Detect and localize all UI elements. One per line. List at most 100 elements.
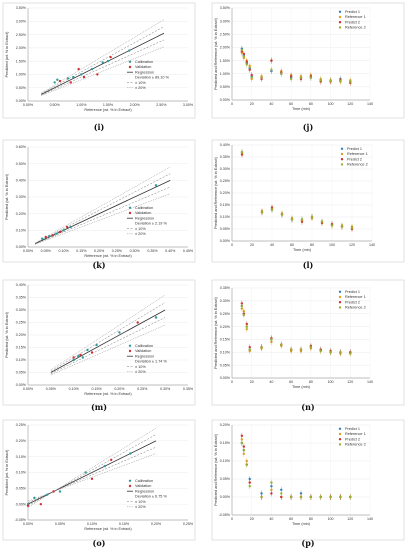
legend-marker (128, 349, 132, 353)
panel-label: (m) (91, 402, 107, 412)
x-tick-label: 20 (250, 380, 254, 384)
x-tick-label: 0.20% (94, 249, 105, 253)
data-point (82, 75, 86, 79)
x-tick-label: 0.35% (147, 249, 158, 253)
data-point (349, 352, 352, 355)
y-tick-label: 0.40% (16, 283, 27, 287)
data-point (329, 351, 332, 354)
data-point (260, 211, 264, 214)
data-point (270, 68, 273, 71)
x-axis-title: Time (min) (293, 248, 312, 252)
data-point (242, 445, 246, 448)
x-tick-label: 0.15% (119, 522, 130, 526)
data-point (90, 67, 94, 71)
data-point (270, 481, 273, 484)
data-point (55, 232, 58, 235)
legend-label: Predict 2 (345, 20, 360, 24)
y-tick-label: 0.05% (16, 487, 27, 491)
data-point (72, 356, 75, 359)
y-tick-label: 0.25% (220, 179, 231, 183)
data-point (248, 485, 251, 488)
y-axis-title: Predicted and Reference (wt. % in Extrac… (214, 433, 218, 505)
y-tick-label: 1.00% (16, 73, 27, 77)
x-tick-label: 80 (310, 243, 314, 247)
panel-label: (o) (93, 538, 106, 548)
data-point (299, 492, 303, 495)
data-point (290, 218, 294, 221)
data-point (289, 495, 293, 499)
x-tick-label: 0.30% (160, 387, 171, 391)
y-tick-label: 0.30% (16, 308, 27, 312)
y-tick-label: 2.50% (220, 32, 231, 36)
legend-label: Predict 2 (345, 300, 360, 304)
legend-marker (128, 344, 132, 347)
x-axis-title: Reference (wt. % in Extract) (84, 392, 132, 396)
panel-label: (l) (303, 260, 314, 270)
y-tick-label: 0.00% (16, 245, 27, 249)
y-tick-label: 0.50% (220, 85, 231, 89)
legend-marker (340, 158, 344, 161)
legend-label: Regression (135, 489, 154, 493)
x-tick-label: 1.00% (76, 103, 87, 107)
data-point (65, 225, 69, 229)
legend-label: Validation (135, 65, 151, 69)
data-point (339, 351, 342, 354)
chart-panel-j: 0.00% 0.50% 1.00% 1.50% 2.00% 2.50% 3.00% 3.50%… (211, 2, 405, 132)
data-point (349, 495, 352, 499)
legend-label: Predict 2 (345, 437, 360, 441)
y-axis-title: Predicted and Reference (wt. % in Extrac… (214, 296, 218, 368)
data-point (300, 218, 304, 221)
legend-label: Predict 1 (345, 290, 360, 294)
legend-label: Predict 1 (347, 147, 362, 151)
legend-label: ± 10% (135, 365, 146, 369)
x-tick-label: 0.05% (41, 249, 52, 253)
data-point (240, 48, 244, 52)
y-tick-label: 0.25% (16, 423, 27, 427)
data-point (44, 235, 47, 239)
reference-line (35, 193, 171, 245)
y-tick-label: 0.15% (220, 338, 231, 342)
panel-label: (j) (303, 122, 314, 132)
data-point (260, 492, 263, 495)
x-axis-title: Reference (wt. % in Extract) (84, 108, 132, 112)
data-point (270, 492, 273, 495)
chart-panel-i: 0.00% 0.50% 1.00% 1.50% 2.00% 2.50% 3.00% 3.50%… (2, 2, 196, 132)
legend-label: ± 10% (135, 81, 146, 85)
x-tick-label: 0.05% (55, 522, 66, 526)
panel-frame (211, 419, 405, 541)
y-tick-label: 0.00% (16, 99, 27, 103)
data-point (72, 75, 75, 79)
data-point (349, 80, 352, 83)
x-axis-title: Reference (wt. % in Extract) (84, 254, 132, 258)
x-tick-label: 0 (231, 380, 233, 384)
data-point (242, 452, 246, 455)
legend-marker (338, 301, 342, 304)
data-point (340, 225, 344, 228)
y-tick-label: 0.00% (220, 495, 231, 499)
x-tick-label: 0.50% (50, 103, 61, 107)
data-point (69, 225, 72, 229)
data-point (245, 463, 248, 466)
chart-panel-o: -0.05%0.00%0.05%0.10%0.15%0.20%0.25%0.00… (2, 419, 196, 548)
x-tick-label: 80 (309, 380, 313, 384)
legend-label: Predict 1 (345, 10, 360, 14)
reference-line (34, 173, 171, 244)
data-point (33, 496, 36, 500)
x-tick-label: 0.20% (151, 522, 162, 526)
x-tick-label: 0.40% (165, 249, 176, 253)
data-point (58, 79, 62, 83)
data-point (289, 348, 293, 351)
data-point (248, 348, 251, 351)
data-point (270, 338, 273, 341)
y-tick-label: 0.60% (16, 145, 27, 149)
reference-line (50, 294, 166, 371)
x-tick-label: 120 (347, 102, 353, 106)
panel-frame (211, 139, 405, 263)
data-point (52, 490, 55, 493)
x-tick-label: 0.00% (23, 522, 34, 526)
x-tick-label: 0.15% (91, 387, 102, 391)
legend-marker (338, 306, 342, 309)
y-tick-label: 0.35% (16, 296, 27, 300)
reference-line (41, 19, 165, 94)
x-tick-label: 0 (231, 517, 233, 521)
